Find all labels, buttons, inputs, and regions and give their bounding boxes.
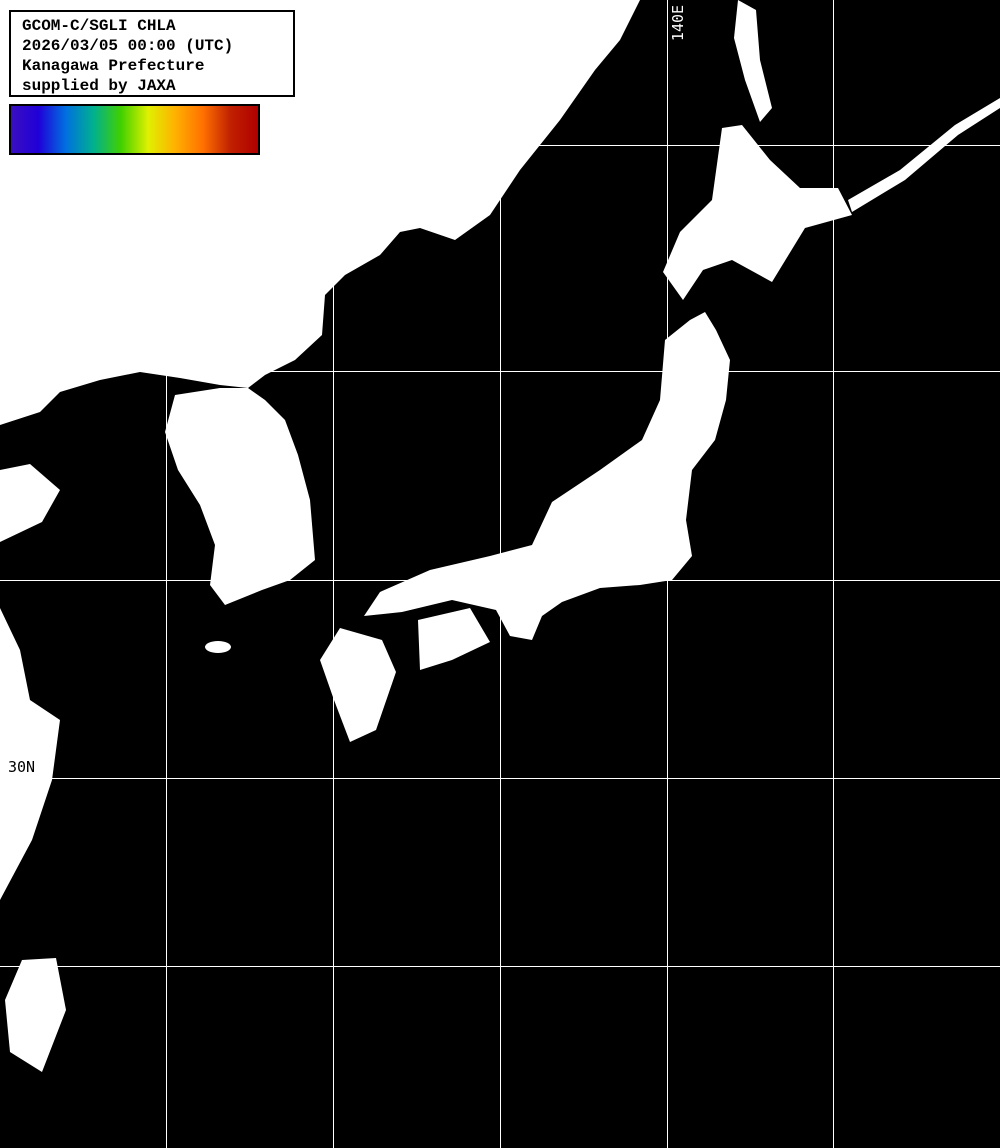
- kuril-islands: [848, 98, 1000, 212]
- shikoku: [418, 608, 490, 670]
- lat-label-40n: 40N: [8, 351, 36, 369]
- lat-label-30n: 30N: [8, 758, 36, 776]
- product-name: GCOM-C/SGLI CHLA: [22, 17, 176, 35]
- kyushu: [320, 628, 396, 742]
- honshu: [364, 312, 730, 640]
- chlorophyll-colorbar: [9, 104, 260, 155]
- credit: supplied by JAXA: [22, 77, 176, 95]
- taiwan: [5, 958, 66, 1072]
- korean-peninsula: [165, 388, 315, 605]
- china-coast-north: [0, 464, 60, 542]
- hokkaido: [663, 125, 852, 300]
- region-name: Kanagawa Prefecture: [22, 57, 205, 75]
- lon-label-140e: 140E: [669, 4, 688, 42]
- jeju-island: [205, 641, 231, 653]
- china-coast-south: [0, 608, 60, 900]
- observation-time: 2026/03/05 00:00 (UTC): [22, 37, 234, 55]
- product-info-box: GCOM-C/SGLI CHLA 2026/03/05 00:00 (UTC) …: [9, 10, 295, 97]
- sakhalin: [734, 0, 772, 122]
